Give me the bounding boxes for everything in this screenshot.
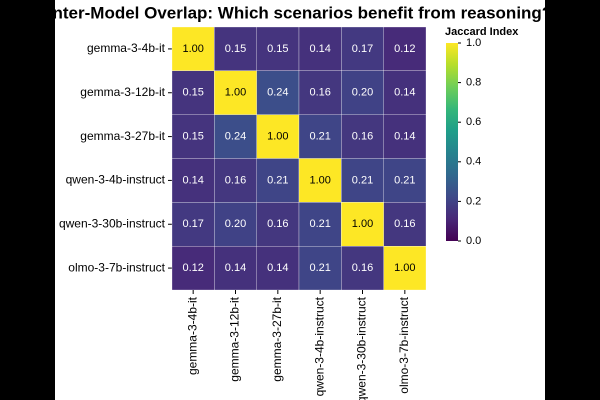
heatmap-cell (383, 70, 427, 115)
cell-label: 0.24 (225, 130, 246, 142)
colorbar-tick-label: 0.2 (466, 195, 481, 207)
x-tick-label: qwen-3-30b-instruct (355, 296, 369, 400)
heatmap-cell (171, 202, 215, 247)
cell-label: 0.16 (309, 87, 330, 99)
heatmap-cell (256, 158, 300, 203)
cell-label: 0.21 (267, 174, 288, 186)
cell-label: 0.14 (394, 130, 415, 142)
cell-label: 0.14 (309, 43, 330, 55)
heatmap-cell (383, 26, 427, 71)
cell-label: 1.00 (309, 174, 330, 186)
y-tick-label: gemma-3-12b-it (80, 85, 165, 99)
x-tick-label: olmo-3-7b-instruct (397, 296, 411, 393)
cell-label: 0.21 (309, 130, 330, 142)
cell-label: 0.14 (394, 87, 415, 99)
heatmap-cell (171, 70, 215, 115)
cell-label: 1.00 (182, 43, 203, 55)
cell-label: 0.12 (394, 43, 415, 55)
cell-label: 0.12 (182, 262, 203, 274)
x-tick-label: gemma-3-4b-it (185, 296, 199, 375)
x-tick-label: gemma-3-12b-it (228, 296, 242, 381)
colorbar-tick-label: 0.6 (466, 116, 481, 128)
heatmap-cell (341, 246, 384, 291)
y-tick-label: olmo-3-7b-instruct (68, 260, 165, 274)
colorbar-tick-label: 0.4 (466, 156, 481, 168)
heatmap-cell (214, 246, 257, 291)
x-tick-label: qwen-3-4b-instruct (312, 296, 326, 396)
heatmap-cell (171, 158, 215, 203)
heatmap-cell (341, 114, 384, 159)
heatmap-cell (171, 26, 215, 71)
cell-label: 0.20 (352, 87, 373, 99)
heatmap-cell (298, 26, 342, 71)
cell-label: 1.00 (394, 262, 415, 274)
colorbar (446, 43, 458, 241)
heatmap-cell (256, 26, 300, 71)
y-tick-label: gemma-3-27b-it (80, 129, 165, 143)
heatmap-cell (256, 202, 300, 247)
heatmap-cell (214, 114, 257, 159)
heatmap-cell (214, 158, 257, 203)
cell-label: 0.21 (394, 174, 415, 186)
heatmap-cell (298, 70, 342, 115)
cell-label: 0.15 (182, 87, 203, 99)
chart-title: Inter-Model Overlap: Which scenarios ben… (48, 3, 552, 22)
heatmap-cell (341, 202, 384, 247)
heatmap-cell (298, 246, 342, 291)
cell-label: 0.21 (309, 262, 330, 274)
cell-label: 0.16 (267, 218, 288, 230)
colorbar-title: Jaccard Index (445, 26, 519, 38)
cell-label: 0.17 (352, 43, 373, 55)
heatmap-cell (341, 70, 384, 115)
cell-label: 0.14 (267, 262, 288, 274)
cell-label: 1.00 (267, 130, 288, 142)
cell-label: 0.21 (309, 218, 330, 230)
cell-label: 0.24 (267, 87, 288, 99)
cell-label: 0.16 (352, 130, 373, 142)
heatmap-cell (171, 114, 215, 159)
cell-label: 0.17 (182, 218, 203, 230)
y-tick-label: qwen-3-4b-instruct (66, 173, 166, 187)
cell-label: 1.00 (352, 218, 373, 230)
heatmap-cell (171, 246, 215, 291)
cell-label: 0.16 (225, 174, 246, 186)
cell-label: 0.20 (225, 218, 246, 230)
heatmap-cell (256, 70, 300, 115)
cell-label: 0.21 (352, 174, 373, 186)
y-tick-label: gemma-3-4b-it (87, 41, 166, 55)
cell-label: 0.16 (352, 262, 373, 274)
heatmap-cell (383, 114, 427, 159)
colorbar-tick-label: 0.8 (466, 77, 481, 89)
heatmap-cell (341, 26, 384, 71)
y-tick-label: qwen-3-30b-instruct (59, 216, 166, 230)
cell-label: 0.14 (225, 262, 246, 274)
heatmap-cell (256, 246, 300, 291)
heatmap-cell (383, 158, 427, 203)
heatmap-cell (341, 158, 384, 203)
x-tick-label: gemma-3-27b-it (270, 296, 284, 381)
cell-label: 0.15 (182, 130, 203, 142)
cell-label: 0.14 (182, 174, 203, 186)
cell-label: 0.15 (267, 43, 288, 55)
cell-label: 1.00 (225, 87, 246, 99)
colorbar-tick-label: 0.0 (466, 235, 481, 247)
cell-label: 0.16 (394, 218, 415, 230)
heatmap-cell (214, 202, 257, 247)
cell-label: 0.15 (225, 43, 246, 55)
heatmap-cell (383, 246, 427, 291)
colorbar-tick-label: 1.0 (466, 37, 481, 49)
heatmap-cell (298, 158, 342, 203)
